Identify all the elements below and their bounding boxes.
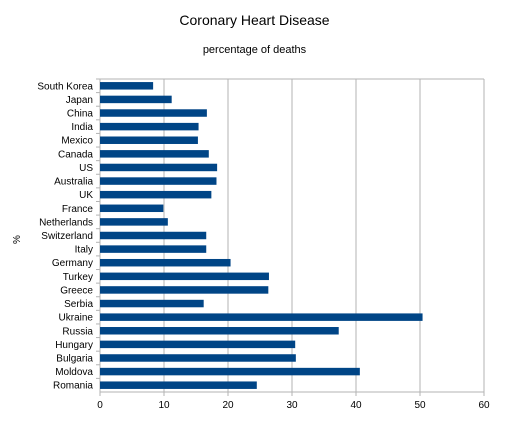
bar-india — [100, 122, 199, 131]
y-tick-label: Hungary — [55, 340, 93, 351]
bar-greece — [100, 286, 269, 294]
x-tick-label: 50 — [414, 400, 426, 411]
bar-ukraine — [100, 313, 423, 321]
y-tick-label: Switzerland — [41, 231, 93, 242]
bar-netherlands — [100, 218, 168, 226]
y-tick-label: Italy — [75, 245, 93, 256]
bar-serbia — [100, 299, 204, 308]
bar-france — [100, 204, 164, 213]
y-tick-label: Serbia — [64, 299, 93, 310]
y-tick-label: Mexico — [61, 136, 93, 147]
y-tick-label: Greece — [60, 285, 93, 296]
y-tick-label: Netherlands — [39, 217, 93, 228]
y-tick-label: Canada — [58, 149, 93, 160]
chart-title: Coronary Heart Disease — [179, 12, 330, 28]
bar-south-korea — [100, 82, 154, 90]
y-tick-label: India — [71, 122, 93, 133]
bar-canada — [100, 150, 209, 158]
bar-uk — [100, 190, 212, 199]
bar-bulgaria — [100, 354, 296, 362]
y-tick-label: Romania — [53, 381, 93, 392]
y-tick-label: China — [67, 109, 94, 120]
y-tick-label: Ukraine — [59, 313, 94, 324]
y-tick-label: Germany — [52, 258, 93, 269]
x-tick-label: 10 — [158, 400, 170, 411]
bar-romania — [100, 381, 257, 389]
bar-hungary — [100, 340, 296, 349]
y-tick-label: Japan — [66, 95, 93, 106]
y-tick-label: UK — [79, 190, 93, 201]
bar-china — [100, 109, 207, 117]
bar-australia — [100, 177, 217, 185]
chart-subtitle: percentage of deaths — [202, 44, 307, 56]
bar-us — [100, 163, 218, 172]
x-tick-label: 40 — [350, 400, 362, 411]
bar-turkey — [100, 272, 269, 281]
bar-switzerland — [100, 231, 207, 240]
bar-germany — [100, 258, 231, 267]
y-tick-label: Australia — [54, 177, 93, 188]
y-tick-label: Russia — [62, 326, 93, 337]
y-tick-label: Turkey — [63, 272, 93, 283]
x-tick-label: 20 — [222, 400, 234, 411]
y-tick-label: South Korea — [37, 81, 93, 92]
bar-moldova — [100, 367, 360, 376]
bar-mexico — [100, 136, 198, 144]
bar-italy — [100, 245, 207, 253]
x-tick-label: 0 — [97, 400, 103, 411]
y-tick-label: Moldova — [55, 367, 93, 378]
x-tick-label: 30 — [286, 400, 298, 411]
bar-russia — [100, 327, 339, 335]
y-tick-label: Bulgaria — [56, 353, 93, 364]
y-tick-label: France — [62, 204, 94, 215]
bar-japan — [100, 95, 172, 104]
x-tick-label: 60 — [478, 400, 490, 411]
y-tick-label: US — [79, 163, 93, 174]
